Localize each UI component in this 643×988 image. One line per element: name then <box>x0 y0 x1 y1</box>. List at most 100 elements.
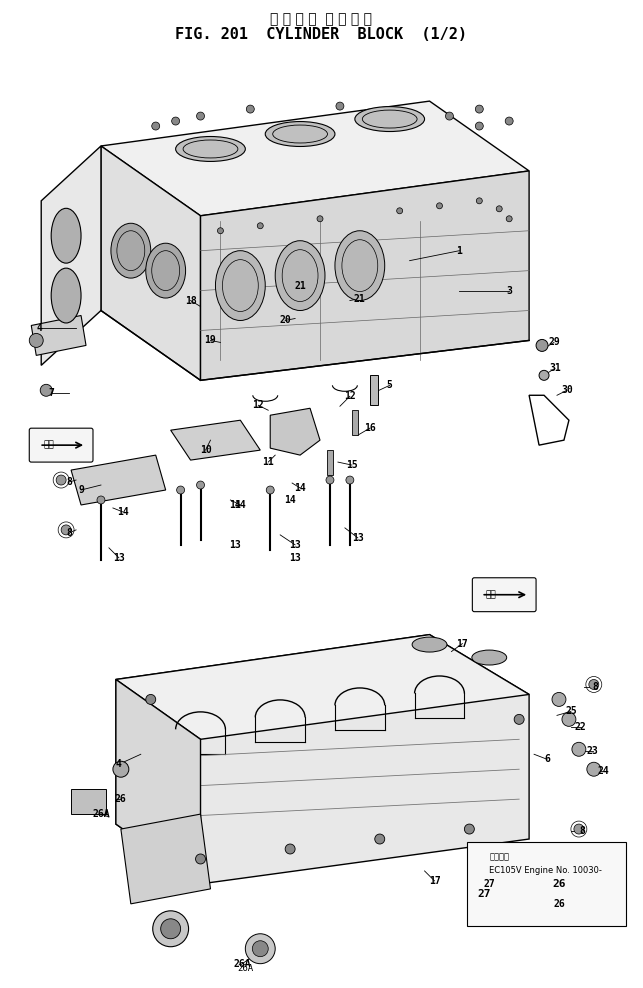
Ellipse shape <box>111 223 150 278</box>
Bar <box>352 410 358 435</box>
Circle shape <box>30 334 43 348</box>
Polygon shape <box>101 146 201 380</box>
Circle shape <box>177 486 185 494</box>
Circle shape <box>326 476 334 484</box>
Circle shape <box>539 370 549 380</box>
Circle shape <box>161 919 181 939</box>
Circle shape <box>113 761 129 778</box>
Text: 6: 6 <box>544 754 550 765</box>
Circle shape <box>574 824 584 834</box>
Circle shape <box>346 476 354 484</box>
Text: 27: 27 <box>484 879 495 889</box>
Text: 13: 13 <box>352 533 364 542</box>
Circle shape <box>562 712 576 726</box>
Text: 13: 13 <box>289 553 301 563</box>
Ellipse shape <box>412 637 447 652</box>
Circle shape <box>152 123 159 130</box>
Circle shape <box>172 117 179 125</box>
Circle shape <box>257 222 263 229</box>
Text: 4: 4 <box>36 323 42 334</box>
Circle shape <box>476 198 482 204</box>
Text: シ リ ン ダ  ブ ロ ッ ク: シ リ ン ダ ブ ロ ッ ク <box>270 12 372 27</box>
Circle shape <box>285 844 295 854</box>
Ellipse shape <box>146 243 186 298</box>
Polygon shape <box>101 101 529 215</box>
Ellipse shape <box>335 231 385 300</box>
Ellipse shape <box>51 268 81 323</box>
Polygon shape <box>116 634 529 884</box>
Text: 13: 13 <box>230 539 241 550</box>
Text: 8: 8 <box>66 528 72 537</box>
Circle shape <box>572 742 586 756</box>
Text: 26: 26 <box>115 794 127 804</box>
Text: 30: 30 <box>561 385 573 395</box>
Text: 26: 26 <box>553 899 565 909</box>
Text: 14: 14 <box>230 500 241 510</box>
Text: 27: 27 <box>478 889 491 899</box>
Text: EC105V Engine No. 10030-: EC105V Engine No. 10030- <box>489 866 602 875</box>
Text: 8: 8 <box>66 477 72 487</box>
Ellipse shape <box>215 251 266 320</box>
Circle shape <box>552 693 566 706</box>
Circle shape <box>317 215 323 221</box>
Circle shape <box>464 824 475 834</box>
Ellipse shape <box>266 122 335 146</box>
Text: FIG. 201  CYLINDER  BLOCK  (1/2): FIG. 201 CYLINDER BLOCK (1/2) <box>175 27 467 41</box>
Text: 22: 22 <box>575 722 587 732</box>
Text: 21: 21 <box>354 293 366 303</box>
Circle shape <box>246 934 275 963</box>
Circle shape <box>56 475 66 485</box>
Text: 13: 13 <box>113 553 125 563</box>
Text: 適用号番: 適用号番 <box>489 853 509 862</box>
Text: 24: 24 <box>598 767 610 777</box>
Text: 26A: 26A <box>237 964 253 973</box>
Text: 26A: 26A <box>233 958 251 968</box>
Circle shape <box>496 206 502 211</box>
Text: 12: 12 <box>253 400 264 410</box>
Text: 16: 16 <box>364 423 376 433</box>
Text: 17: 17 <box>457 638 468 648</box>
Polygon shape <box>201 171 529 380</box>
Circle shape <box>246 105 254 113</box>
Text: 14: 14 <box>284 495 296 505</box>
Polygon shape <box>170 420 260 460</box>
Text: 前方: 前方 <box>43 441 54 450</box>
Polygon shape <box>71 455 166 505</box>
Circle shape <box>217 228 223 234</box>
Circle shape <box>41 384 52 396</box>
Text: 15: 15 <box>346 460 358 470</box>
Circle shape <box>446 112 453 121</box>
Text: 17: 17 <box>429 876 440 886</box>
Text: 前方: 前方 <box>485 590 496 599</box>
Text: 13: 13 <box>289 539 301 550</box>
Text: 20: 20 <box>279 315 291 325</box>
Ellipse shape <box>355 107 424 131</box>
Text: 8: 8 <box>593 683 599 693</box>
Text: 14: 14 <box>235 500 246 510</box>
Bar <box>327 451 333 475</box>
Circle shape <box>506 215 512 221</box>
Circle shape <box>252 941 268 956</box>
Polygon shape <box>41 146 101 366</box>
Circle shape <box>505 117 513 125</box>
Polygon shape <box>116 680 201 884</box>
Circle shape <box>589 680 599 690</box>
Circle shape <box>97 496 105 504</box>
Circle shape <box>195 854 206 864</box>
Text: 19: 19 <box>204 336 216 346</box>
Circle shape <box>397 207 403 213</box>
Text: 5: 5 <box>387 380 393 390</box>
Text: 29: 29 <box>548 338 560 348</box>
Circle shape <box>475 123 484 130</box>
Text: 12: 12 <box>344 391 356 401</box>
Circle shape <box>587 763 601 777</box>
Circle shape <box>153 911 188 947</box>
Text: 4: 4 <box>116 759 122 770</box>
Bar <box>370 375 377 405</box>
Circle shape <box>197 112 204 121</box>
Text: 9: 9 <box>78 485 84 495</box>
FancyBboxPatch shape <box>473 578 536 612</box>
Text: 26A: 26A <box>92 809 110 819</box>
Circle shape <box>197 481 204 489</box>
Text: 21: 21 <box>294 281 306 290</box>
